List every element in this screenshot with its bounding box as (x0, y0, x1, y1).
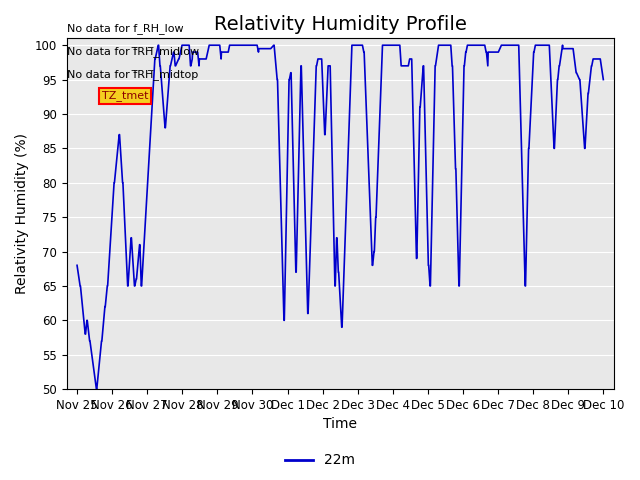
Text: No data for f_RH_low: No data for f_RH_low (67, 23, 183, 34)
Text: TZ_tmet: TZ_tmet (102, 90, 148, 101)
Legend: 22m: 22m (280, 448, 360, 473)
Text: No data for f̅RH̅_midlow: No data for f̅RH̅_midlow (67, 46, 198, 57)
X-axis label: Time: Time (323, 418, 357, 432)
Title: Relativity Humidity Profile: Relativity Humidity Profile (214, 15, 467, 34)
Y-axis label: Relativity Humidity (%): Relativity Humidity (%) (15, 133, 29, 294)
Text: No data for f̅RH̅_midtop: No data for f̅RH̅_midtop (67, 69, 198, 80)
